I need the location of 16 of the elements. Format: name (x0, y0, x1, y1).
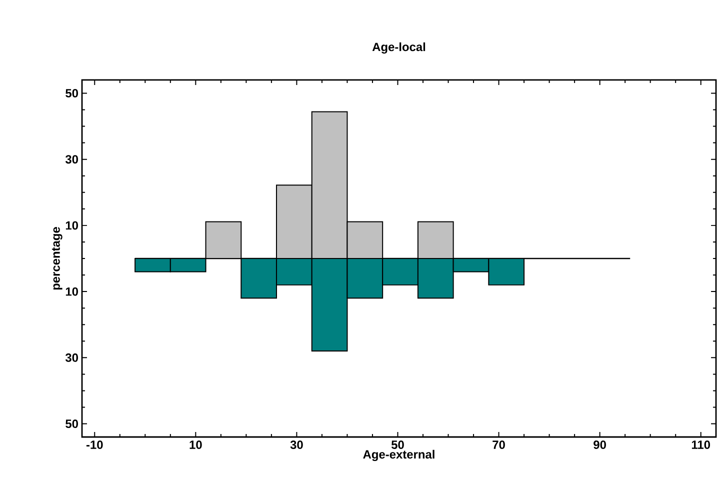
x-tick-label: 110 (692, 440, 710, 449)
x-axis-title: Age-external (363, 450, 434, 462)
chart-title: Age-local (372, 42, 426, 54)
x-tick-label: -10 (86, 440, 103, 449)
y-tick-label: 30 (65, 155, 78, 164)
x-tick-label: 70 (492, 440, 505, 449)
x-tick-label: 30 (290, 440, 303, 450)
y-axis-title: percentage (52, 227, 62, 290)
y-tick-label: 50 (66, 88, 78, 98)
y-tick-label: 30 (65, 353, 78, 362)
x-tick-label: 90 (594, 440, 606, 449)
x-tick-label: 10 (190, 440, 202, 449)
y-tick-label: 10 (66, 221, 78, 230)
x-tick-label: 50 (391, 440, 404, 449)
y-tick-label: 50 (66, 420, 78, 428)
y-tick-label: 10 (66, 287, 78, 296)
